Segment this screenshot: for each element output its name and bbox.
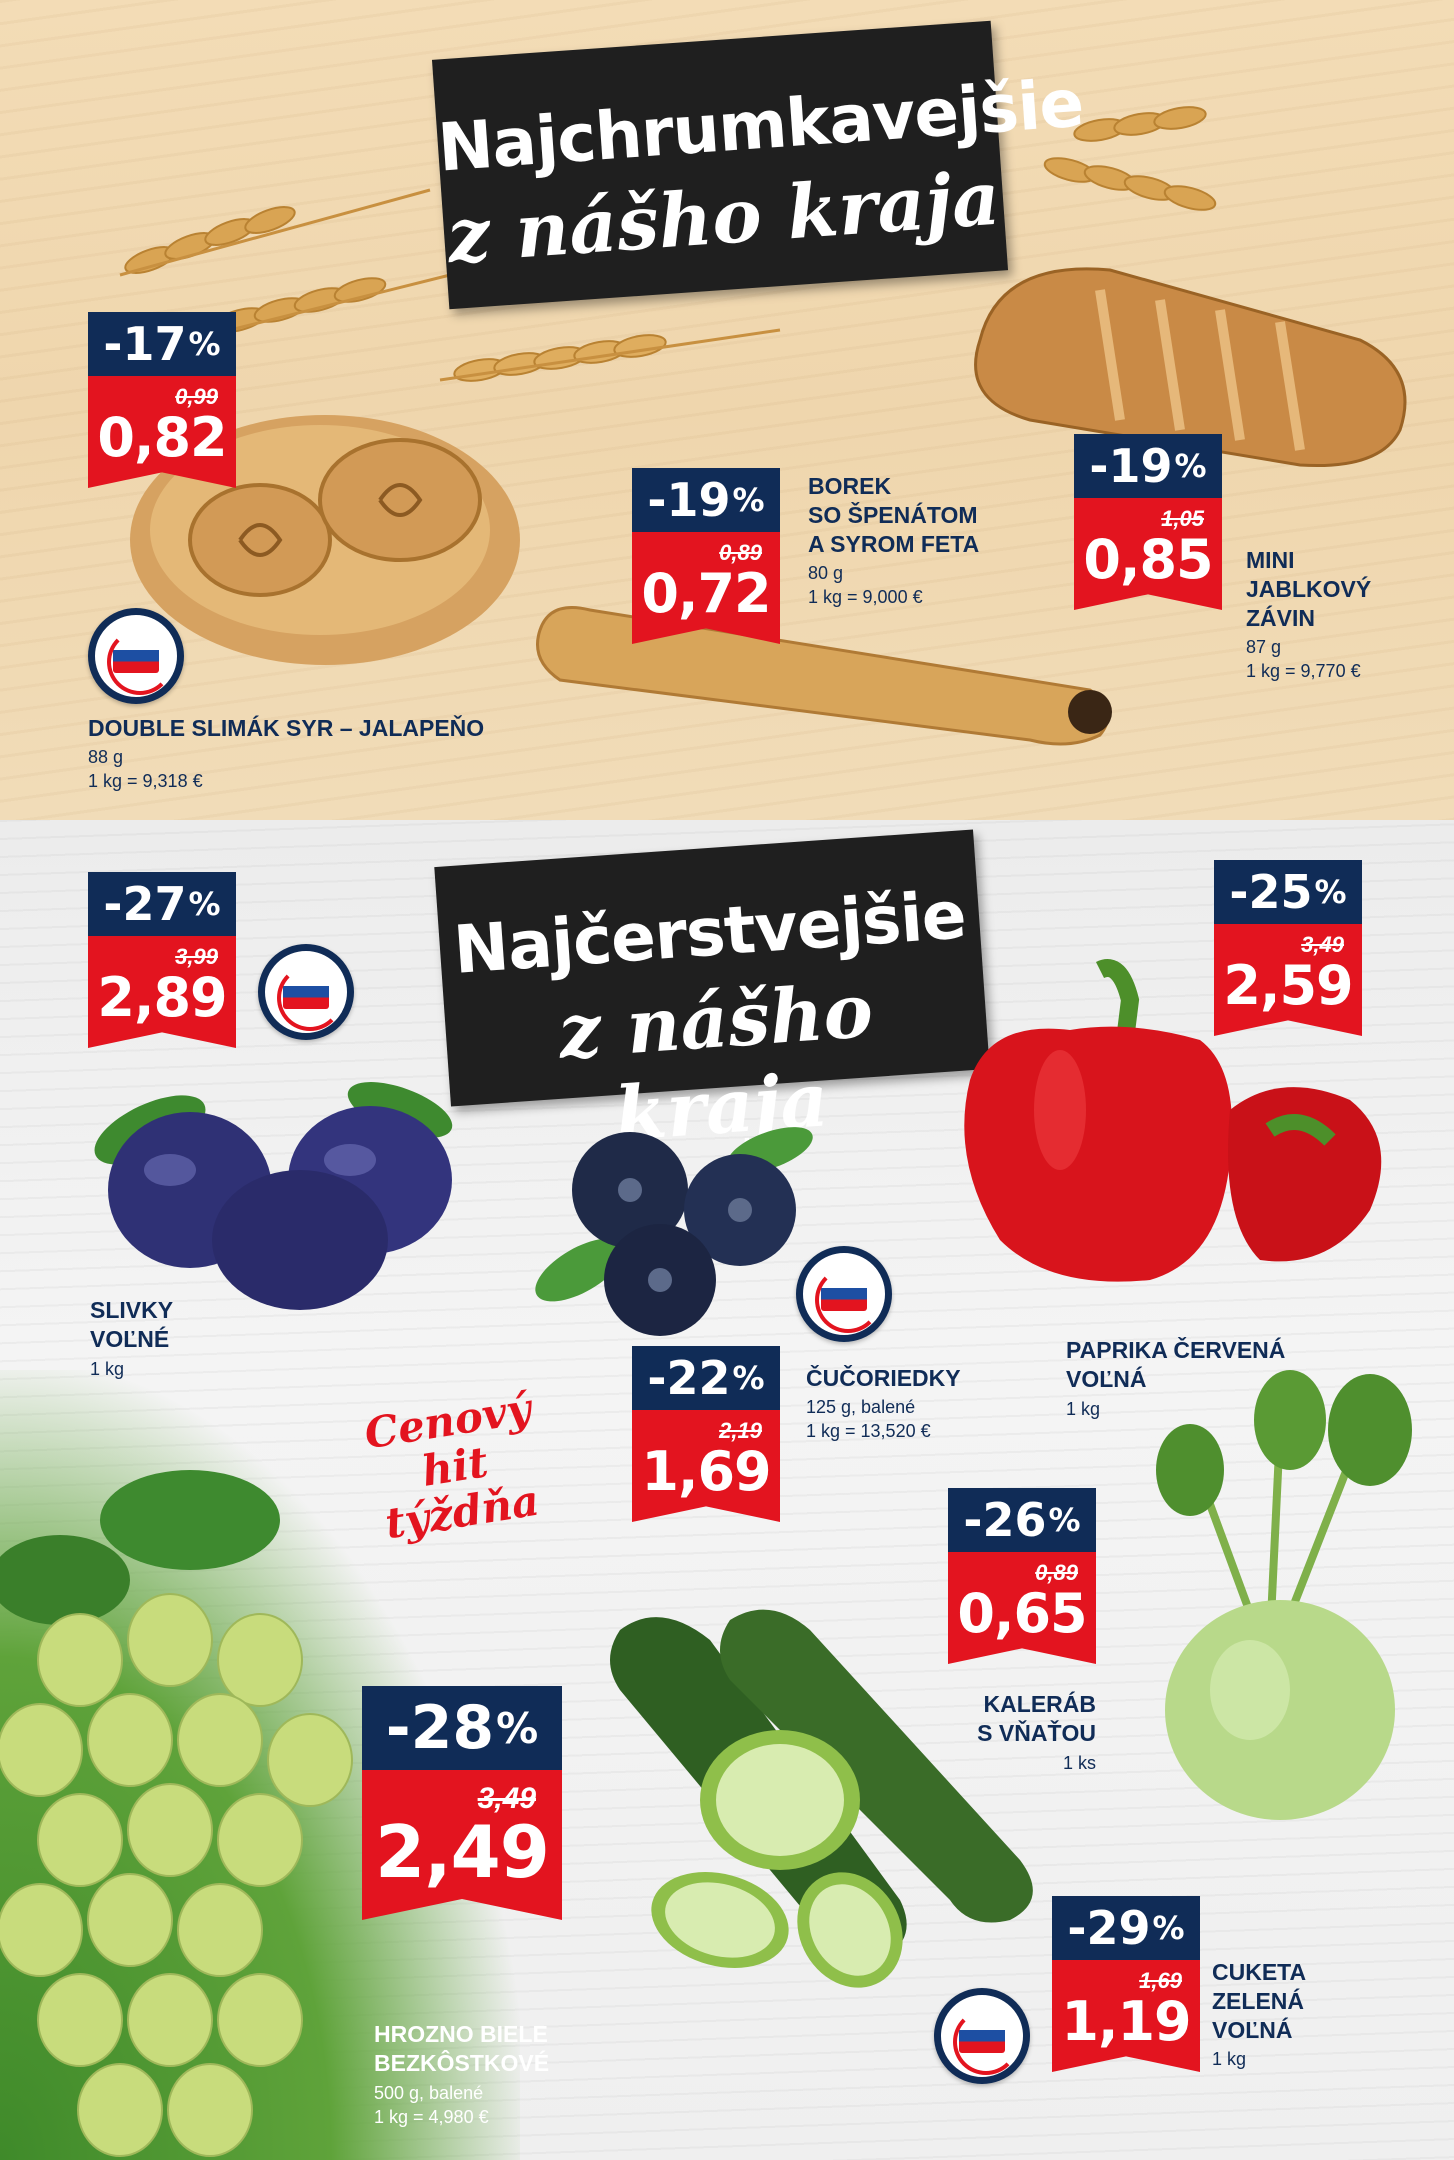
price-tag-cuketa: -29% 1,69 1,19 [1052, 1896, 1200, 2072]
new-price: 1,69 [641, 1440, 771, 1503]
grapes-image [0, 1470, 353, 2157]
product-unit-price-borek: 1 kg = 9,000 € [808, 587, 923, 607]
kohlrabi-image [1156, 1370, 1412, 1820]
slovak-origin-badge-icon [796, 1246, 892, 1342]
discount-percent: % [496, 1703, 539, 1753]
headline-board-bottom: Najčerstvejšie z nášho kraja [434, 829, 990, 1158]
plums-image [94, 1082, 453, 1310]
price-tag-kalerab: -26% 0,89 0,65 [948, 1488, 1096, 1664]
product-weight-cuketa: 1 kg [1212, 2049, 1247, 2069]
product-name-slivky: SLIVKY VOĽNÉ [90, 1297, 174, 1352]
old-price: 1,69 [1139, 1968, 1182, 1993]
old-price: 0,99 [175, 384, 218, 409]
product-unit-price-zavin: 1 kg = 9,770 € [1246, 661, 1361, 681]
product-weight-hrozno: 500 g, balené [374, 2083, 484, 2103]
old-price: 3,99 [175, 944, 218, 969]
slovak-origin-badge-icon [258, 944, 354, 1040]
discount-percent: % [188, 885, 221, 923]
product-unit-price-hrozno: 1 kg = 4,980 € [374, 2107, 489, 2127]
old-price: 1,05 [1161, 506, 1204, 531]
slovak-origin-badge-icon [934, 1988, 1030, 2084]
new-price: 0,65 [957, 1582, 1087, 1645]
zavin-pastry-image [974, 267, 1407, 468]
new-price: 0,85 [1083, 528, 1213, 591]
discount-percent: % [1152, 1909, 1185, 1947]
product-name-cucoriedky: ČUČORIEDKY [806, 1365, 961, 1391]
bakery-section: Najchrumkavejšie z nášho kraja -17% 0,99… [0, 0, 1454, 820]
discount-value: -27 [103, 877, 187, 931]
price-tag-paprika: -25% 3,49 2,59 [1214, 860, 1362, 1036]
product-name-slimak: DOUBLE SLIMÁK SYR – JALAPEŇO [88, 715, 485, 741]
price-tag-zavin: -19% 1,05 0,85 [1074, 434, 1222, 610]
old-price: 2,19 [719, 1418, 762, 1443]
new-price: 2,59 [1223, 954, 1353, 1017]
product-weight-paprika: 1 kg [1066, 1399, 1101, 1419]
new-price: 1,19 [1061, 1990, 1191, 2053]
new-price: 0,72 [641, 562, 771, 625]
discount-value: -17 [103, 317, 187, 371]
product-weight-borek: 80 g [808, 563, 844, 583]
old-price: 3,49 [1301, 932, 1344, 957]
wheat-illustration-center [439, 328, 781, 382]
price-tag-hrozno: -28% 3,49 2,49 [362, 1686, 562, 1920]
discount-percent: % [732, 1359, 765, 1397]
old-price: 0,89 [719, 540, 762, 565]
discount-percent: % [1048, 1501, 1081, 1539]
new-price: 2,49 [375, 1810, 550, 1894]
price-tag-slimak: -17% 0,99 0,82 [88, 312, 236, 488]
wheat-illustration-right [1043, 106, 1217, 211]
product-weight-kalerab: 1 ks [1062, 1753, 1096, 1773]
discount-percent: % [732, 481, 765, 519]
discount-value: -26 [963, 1493, 1047, 1547]
product-name-paprika: PAPRIKA ČERVENÁ VOĽNÁ [1066, 1337, 1286, 1392]
product-name-cuketa: CUKETA ZELENÁ VOĽNÁ [1212, 1959, 1307, 2043]
blueberries-image [535, 1127, 813, 1336]
product-name-kalerab: KALERÁB S VŇAŤOU [977, 1691, 1096, 1746]
product-name-borek: BOREK SO ŠPENÁTOM A SYROM FETA [808, 473, 980, 557]
discount-percent: % [188, 325, 221, 363]
discount-value: -29 [1067, 1901, 1151, 1955]
product-weight-cucoriedky: 125 g, balené [806, 1397, 916, 1417]
price-tag-slivky: -27% 3,99 2,89 [88, 872, 236, 1048]
price-tag-borek: -19% 0,89 0,72 [632, 468, 780, 644]
price-tag-cucoriedky: -22% 2,19 1,69 [632, 1346, 780, 1522]
product-unit-price-cucoriedky: 1 kg = 13,520 € [806, 1421, 931, 1441]
product-unit-price-slimak: 1 kg = 9,318 € [88, 771, 203, 791]
old-price: 0,89 [1035, 1560, 1078, 1585]
discount-value: -28 [385, 1693, 495, 1763]
product-weight-zavin: 87 g [1246, 637, 1282, 657]
product-name-zavin: MINI JABLKOVÝ ZÁVIN [1246, 547, 1372, 631]
discount-value: -22 [647, 1351, 731, 1405]
zucchini-image [610, 1609, 1033, 1988]
borek-pastry-image [536, 606, 1112, 746]
new-price: 0,82 [97, 406, 227, 469]
discount-value: -19 [1089, 439, 1173, 493]
product-weight-slivky: 1 kg [90, 1359, 125, 1379]
product-name-hrozno: HROZNO BIELE BEZKÔSTKOVÉ [374, 2021, 550, 2076]
product-weight-slimak: 88 g [88, 747, 124, 767]
red-peppers-image [964, 959, 1382, 1282]
discount-percent: % [1174, 447, 1207, 485]
slovak-origin-badge-icon [88, 608, 184, 704]
discount-value: -25 [1229, 865, 1313, 919]
new-price: 2,89 [97, 966, 227, 1029]
discount-percent: % [1314, 873, 1347, 911]
old-price: 3,49 [477, 1782, 536, 1815]
headline-board-top: Najchrumkavejšie z nášho kraja [431, 20, 1086, 310]
discount-value: -19 [647, 473, 731, 527]
